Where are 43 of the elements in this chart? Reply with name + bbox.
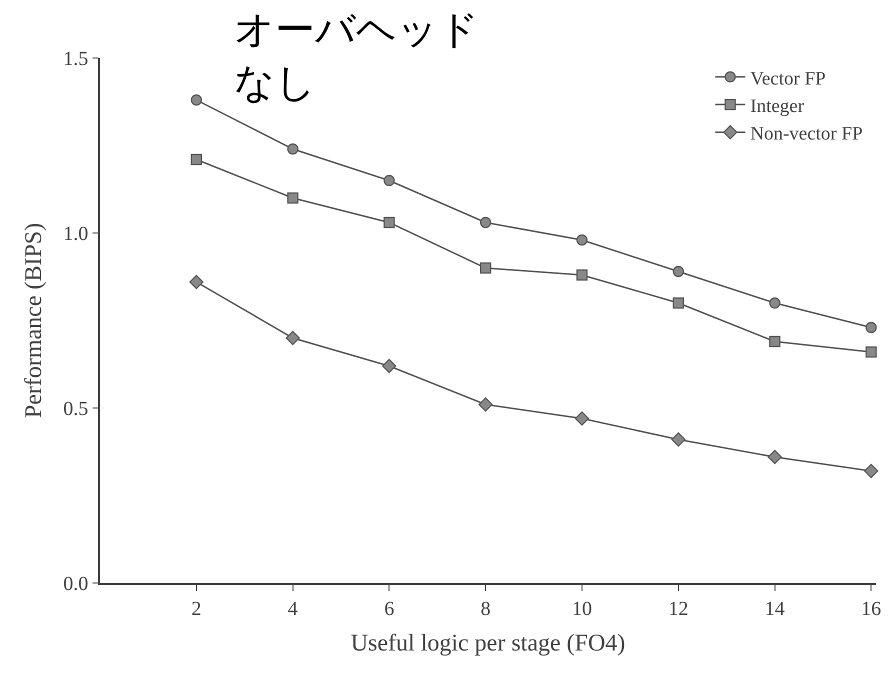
point bbox=[287, 143, 298, 155]
x-tick-label: 2 bbox=[191, 598, 202, 620]
point bbox=[671, 432, 686, 447]
point bbox=[384, 174, 395, 186]
text: オーバヘッド bbox=[234, 7, 479, 53]
point bbox=[190, 154, 202, 166]
x-tick-label: 6 bbox=[384, 598, 394, 620]
legend-label: Vector FP bbox=[750, 68, 826, 90]
legend-label: Non-vector FP bbox=[750, 124, 863, 145]
point bbox=[769, 297, 780, 309]
y-tick-label: 0.0 bbox=[63, 573, 88, 595]
point bbox=[866, 346, 877, 358]
x-tick-label: 8 bbox=[480, 598, 491, 620]
point bbox=[480, 216, 492, 228]
point bbox=[576, 234, 588, 246]
x-tick-label: 12 bbox=[668, 598, 688, 620]
y-tick-label: 1.5 bbox=[63, 48, 88, 70]
point bbox=[286, 330, 300, 346]
x-tick-label: 4 bbox=[288, 598, 298, 620]
point bbox=[190, 94, 202, 106]
y-tick-label: 0.5 bbox=[63, 398, 88, 420]
point bbox=[864, 464, 878, 478]
point bbox=[768, 450, 782, 464]
legend-label: Integer bbox=[750, 96, 805, 117]
y-tick-label: 1.0 bbox=[63, 223, 88, 245]
point bbox=[672, 266, 684, 278]
point bbox=[576, 269, 588, 281]
x-tick-label: 10 bbox=[572, 598, 592, 620]
annotation: なし bbox=[234, 60, 316, 106]
x-tick-label: 14 bbox=[764, 598, 785, 620]
point bbox=[574, 411, 590, 426]
point bbox=[769, 336, 780, 348]
y-axis-title: Performance (BIPS) bbox=[20, 222, 47, 418]
point bbox=[478, 397, 493, 412]
point bbox=[382, 358, 396, 374]
x-axis-title: Useful logic per stage (FO4) bbox=[350, 630, 626, 657]
point bbox=[672, 297, 684, 309]
point bbox=[480, 262, 492, 274]
point bbox=[384, 216, 395, 228]
point bbox=[287, 192, 298, 204]
x-tick-label: 16 bbox=[861, 598, 882, 620]
point bbox=[189, 274, 204, 290]
point bbox=[866, 322, 877, 334]
